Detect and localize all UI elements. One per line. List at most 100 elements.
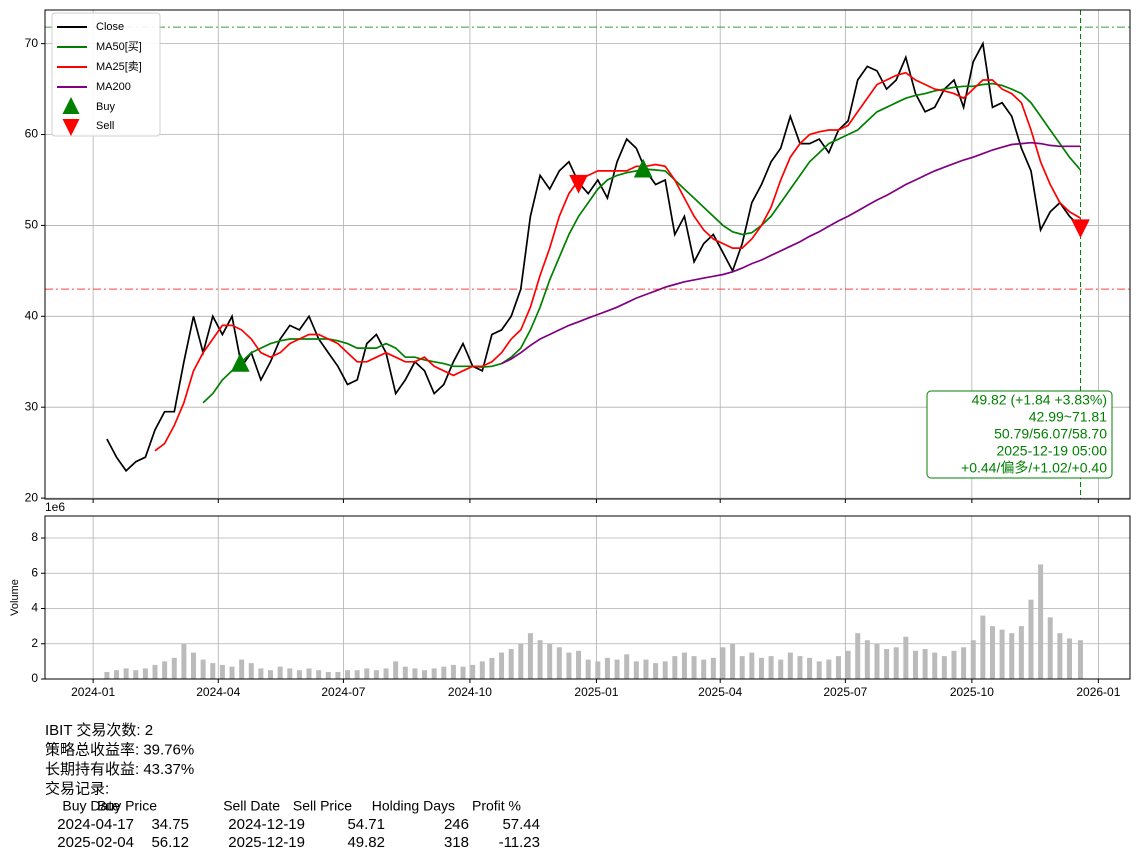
- volume-bar: [114, 670, 120, 679]
- volume-bar: [758, 657, 764, 679]
- annotation-text: 42.99~71.81: [1029, 409, 1107, 425]
- volume-bar: [489, 657, 495, 679]
- y-axis-label: Volume: [9, 579, 21, 616]
- legend-swatch: [62, 119, 80, 136]
- table-cell: 246: [444, 816, 469, 833]
- trade-marker: [569, 174, 588, 194]
- volume-bar: [633, 661, 639, 679]
- y-tick-label: 8: [31, 530, 38, 544]
- volume-bar: [537, 640, 543, 679]
- axes-frame: [44, 9, 1131, 500]
- volume-bar: [691, 656, 697, 679]
- series-line: [501, 141, 1081, 365]
- volume-bar: [296, 670, 302, 679]
- volume-bar: [239, 659, 245, 679]
- legend: Close MA50[买] MA25[卖] MA200 Buy Sell: [51, 12, 161, 137]
- volume-bar: [191, 652, 197, 679]
- volume-bar: [431, 668, 437, 679]
- volume-bar: [941, 656, 947, 679]
- report-line: 策略总收益率: 39.76%: [45, 741, 194, 758]
- volume-bar: [951, 650, 957, 679]
- volume-bar: [287, 668, 293, 679]
- volume-bar: [845, 650, 851, 679]
- volume-bar: [816, 661, 822, 679]
- volume-bar: [749, 652, 755, 679]
- volume-bar: [701, 659, 707, 679]
- trade-marker: [633, 158, 653, 178]
- volume-bar: [720, 647, 726, 679]
- volume-bar: [999, 629, 1005, 679]
- volume-bar: [576, 650, 582, 679]
- y-tick-label: 50: [25, 218, 39, 232]
- volume-bar: [624, 654, 630, 679]
- volume-bar: [826, 659, 832, 679]
- volume-bar: [171, 657, 177, 679]
- series-line: [106, 40, 1082, 473]
- report: IBIT 交易次数: 2 策略总收益率: 39.76% 长期持有收益: 43.37%…: [45, 721, 540, 851]
- report-line: 交易记录:: [45, 779, 109, 797]
- volume-bar: [585, 659, 591, 679]
- volume-bar: [258, 668, 264, 679]
- table-cell: 2025-02-04: [57, 834, 134, 851]
- volume-bar: [460, 666, 466, 679]
- volume-bar: [547, 643, 553, 679]
- volume-bar: [768, 656, 774, 679]
- volume-bar: [1047, 617, 1053, 679]
- x-tick-label: 2025-10: [950, 685, 994, 699]
- report-line: IBIT 交易次数: 2: [45, 721, 153, 739]
- volume-bar: [1018, 626, 1024, 679]
- volume-bar: [383, 668, 389, 679]
- table-cell: 54.71: [347, 816, 385, 833]
- volume-bar: [980, 615, 986, 679]
- volume-bar: [123, 668, 129, 679]
- volume-bar: [441, 666, 447, 679]
- volume-bar: [614, 659, 620, 679]
- volume-bar: [499, 652, 505, 679]
- volume-bar: [335, 671, 341, 679]
- volume-bar: [903, 636, 909, 679]
- y-tick-label: 30: [25, 399, 39, 413]
- volume-bar: [1028, 599, 1034, 679]
- table-cell: 2025-12-19: [228, 834, 305, 851]
- x-tick-label: 2024-04: [196, 685, 240, 699]
- volume-bar: [893, 647, 899, 679]
- volume-bar: [277, 666, 283, 679]
- volume-bar: [325, 671, 331, 679]
- volume-bar: [835, 656, 841, 679]
- volume-bar: [181, 643, 187, 679]
- volume-bar: [961, 647, 967, 679]
- volume-bar: [219, 664, 225, 679]
- volume-bar: [268, 670, 274, 679]
- volume-bar: [316, 670, 322, 679]
- x-tick-label: 2025-04: [698, 685, 742, 699]
- annotation-text: 2025-12-19 05:00: [996, 443, 1107, 459]
- volume-bar: [1077, 640, 1083, 679]
- volume-bar: [248, 663, 254, 679]
- volume-bar: [162, 661, 168, 679]
- table-cell: 57.44: [502, 816, 540, 833]
- volume-bar: [508, 649, 514, 679]
- volume-bar: [422, 670, 428, 679]
- volume-bar: [142, 668, 148, 679]
- table-cell: 56.12: [151, 834, 189, 851]
- offset-text: 1e6: [45, 500, 65, 514]
- volume-bar: [797, 656, 803, 679]
- table-cell: 49.82: [347, 834, 385, 851]
- x-tick-label: 2025-07: [823, 685, 867, 699]
- volume-bar: [306, 668, 312, 679]
- table-cell: 2024-12-19: [228, 816, 305, 833]
- volume-bar: [912, 650, 918, 679]
- x-tick-label: 2024-10: [448, 685, 492, 699]
- volume-bar: [479, 661, 485, 679]
- volume-bar: [864, 640, 870, 679]
- volume-bar: [932, 652, 938, 679]
- table-cell: 2024-04-17: [57, 816, 134, 833]
- table-header: Buy Price: [97, 798, 157, 814]
- volume-bar: [527, 633, 533, 679]
- volume-bar: [778, 659, 784, 679]
- table-header: Holding Days: [372, 798, 455, 814]
- volume-bar: [1038, 564, 1044, 679]
- volume-bar: [152, 664, 158, 679]
- volume-bar: [229, 666, 235, 679]
